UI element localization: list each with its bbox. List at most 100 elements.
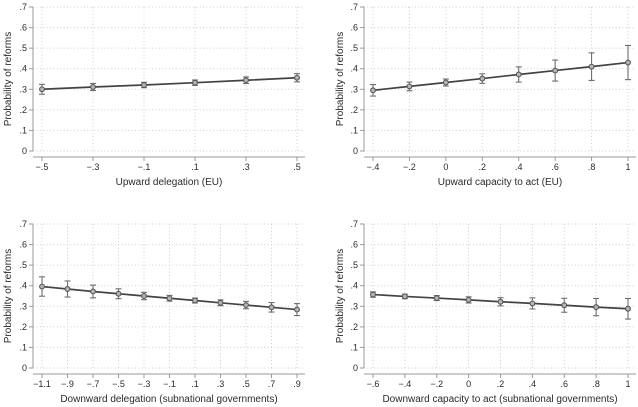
y-tick-label: .1 [19,342,27,352]
x-tick-label: 0 [443,162,448,172]
data-point-marker [442,79,449,86]
x-tick-label: −.1 [163,379,176,389]
panel-upward-delegation-chart: 0 .1 .2 .3 .4 .5 .6 .7 −.5 −.3 −.1 .1 .3 .5 Upward del… [3,2,305,188]
x-tick-label: .8 [592,379,600,389]
x-tick-label: −.3 [138,379,151,389]
x-tick-label: .7 [268,379,276,389]
y-tick-label: .7 [19,2,27,12]
data-point-marker [479,75,486,82]
y-tick-label: .2 [350,322,358,332]
fit-line [41,76,298,91]
y-tick-label: .7 [19,219,27,229]
x-tick-label: .5 [293,162,301,172]
x-tick-label: −.5 [112,379,125,389]
panel-upward-capacity-chart: 0 .1 .2 .3 .4 .5 .6 .7 −.4 −.2 0 .2 .4 .6 .8 1 Upward ca… [335,2,636,188]
data-point-marker [593,304,600,311]
x-tick-label: .5 [242,379,250,389]
y-tick-label: .4 [19,64,27,74]
x-tick-label: −.7 [87,379,100,389]
y-tick-label: .7 [350,219,358,229]
data-point-marker [588,63,595,70]
y-tick-label: 0 [353,146,358,156]
y-tick-label: .5 [19,43,27,53]
x-tick-label: .4 [515,162,523,172]
data-point-marker [406,83,413,90]
data-point-marker [294,74,300,81]
data-point-marker [268,304,275,311]
y-tick-label: .3 [350,301,358,311]
fit-line [372,61,629,92]
x-tick-label: −.5 [36,162,49,172]
x-tick-label: .2 [479,162,487,172]
y-tick-label: 0 [22,363,27,373]
x-tick-label: −.2 [430,379,443,389]
data-point-marker [465,296,472,303]
data-point-marker [401,293,408,300]
y-axis-title: Probability of reforms [3,249,14,343]
data-point-marker [166,295,173,302]
panel-downward-capacity-chart: 0 .1 .2 .3 .4 .5 .6 .7 −.6 −.4 −.2 0 .2 .4 .6 .8 1 Downwa… [335,219,636,405]
y-tick-label: 0 [22,146,27,156]
data-point-marker [192,79,198,86]
x-tick-label: −.9 [61,379,74,389]
data-point-marker [370,87,376,94]
data-point-marker [529,300,536,307]
y-tick-label: .1 [19,125,27,135]
panel-downward-delegation-chart: 0 .1 .2 .3 .4 .5 .6 .7 −1.1 −.9 −.7 −.5 −.3 −.1 .1 .3 .5… [3,219,305,405]
y-axis-title: Probability of reforms [335,249,346,343]
data-point-marker [561,302,568,309]
y-tick-label: .4 [350,281,358,291]
x-tick-label: .9 [293,379,301,389]
data-point-marker [515,71,522,78]
data-point-marker [243,302,249,309]
y-tick-label: .6 [350,240,358,250]
y-tick-label: .3 [19,84,27,94]
x-tick-label: 1 [625,379,630,389]
y-tick-label: .6 [19,23,27,33]
x-tick-label: .2 [497,379,505,389]
data-point-marker [370,291,376,298]
x-tick-label: .6 [560,379,568,389]
x-axis-title: Downward delegation (subnational governm… [60,394,277,405]
y-tick-label: .1 [350,125,358,135]
data-point-marker [625,59,631,66]
x-tick-label: .3 [242,162,250,172]
x-tick-label: −1.1 [33,379,51,389]
x-tick-label: .3 [217,379,225,389]
data-point-marker [90,84,96,90]
data-point-marker [294,306,300,313]
x-tick-label: .1 [191,162,199,172]
x-tick-label: .1 [191,379,199,389]
y-tick-label: .2 [19,322,27,332]
data-point-marker [39,86,45,93]
data-point-marker [625,305,631,312]
data-point-marker [141,293,147,299]
y-tick-label: .3 [19,301,27,311]
data-point-marker [433,295,440,302]
x-axis-title: Upward delegation (EU) [116,177,223,188]
y-tick-label: 0 [353,363,358,373]
y-tick-label: .5 [19,260,27,270]
x-axis-title: Upward capacity to act (EU) [438,177,563,188]
data-point-marker [192,297,198,304]
x-tick-label: .8 [588,162,596,172]
data-point-marker [552,67,559,74]
x-tick-label: −.4 [367,162,380,172]
y-tick-label: .7 [350,2,358,12]
y-tick-label: .5 [350,43,358,53]
x-tick-label: −.4 [398,379,411,389]
x-tick-label: −.6 [367,379,380,389]
x-tick-label: −.2 [403,162,416,172]
y-tick-label: .2 [19,105,27,115]
y-tick-label: .4 [350,64,358,74]
data-point-marker [115,290,122,297]
y-tick-label: .1 [350,342,358,352]
data-point-marker [64,286,71,292]
data-point-marker [141,82,147,88]
data-point-marker [243,77,249,84]
data-point-marker [217,299,224,306]
y-tick-label: .2 [350,105,358,115]
data-point-marker [497,298,504,305]
y-tick-label: .3 [350,84,358,94]
